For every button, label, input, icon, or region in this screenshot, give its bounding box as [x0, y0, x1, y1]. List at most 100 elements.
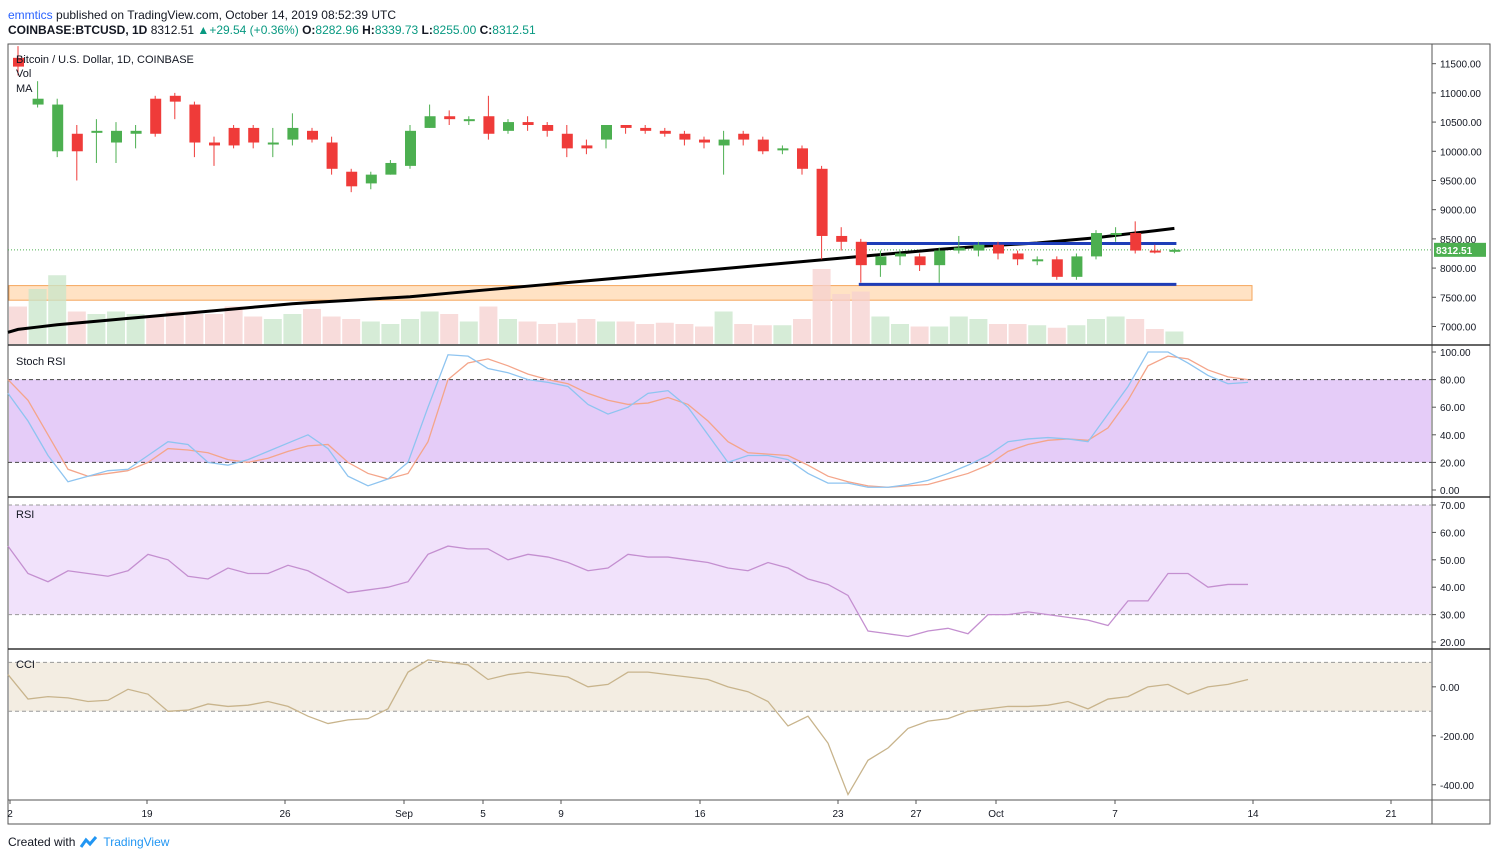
candle-body [1051, 259, 1063, 277]
x-tick-label: 7 [1112, 809, 1118, 820]
x-tick-label: Oct [988, 809, 1004, 820]
candle-body [934, 250, 946, 266]
low-label: L: [421, 23, 433, 37]
candle-body [13, 57, 24, 67]
candle-body [620, 125, 632, 128]
candle-body [365, 174, 377, 184]
candle-body [91, 130, 103, 133]
candle-body [326, 142, 338, 169]
volume-bar [185, 314, 204, 344]
price-tick-label: 8500.00 [1440, 235, 1477, 246]
x-tick-label: 2 [7, 809, 13, 820]
volume-bar [636, 324, 655, 344]
candle-body [189, 104, 201, 143]
close-label: C: [479, 23, 493, 37]
candle-body [836, 235, 848, 242]
symbol-info: COINBASE:BTCUSD, 1D 8312.51 ▲+29.54 (+0.… [8, 23, 536, 37]
indicator-tick-label: -200.00 [1440, 732, 1474, 743]
candle-body [405, 130, 416, 166]
volume-bar [930, 326, 949, 344]
x-tick-label: Sep [395, 809, 413, 820]
volume-bar [597, 321, 615, 344]
volume-bar [283, 314, 302, 344]
volume-bar [361, 321, 380, 344]
volume-bar [224, 306, 243, 344]
candle-body [71, 133, 83, 152]
volume-bar [949, 316, 968, 344]
rsi-pane[interactable]: 70.00 60.00 50.00 40.00 30.00 20.00 RSI [7, 501, 1465, 649]
volume-bar [459, 321, 478, 344]
candle-body [757, 139, 769, 152]
price-tick-label: 11000.00 [1440, 89, 1481, 100]
candle-body [738, 133, 750, 140]
candle-body [679, 133, 691, 140]
candle-body [130, 130, 142, 134]
candle-body [503, 122, 514, 131]
candle-body [640, 127, 652, 131]
volume-bar [675, 324, 694, 344]
created-with-text: Created with [8, 835, 76, 849]
volume-bar [969, 319, 988, 344]
indicator-tick-label: 60.00 [1440, 403, 1465, 414]
x-tick-label: 14 [1247, 809, 1259, 820]
last-price-tag [1434, 242, 1486, 257]
x-tick-label: 16 [694, 809, 706, 820]
volume-bar [851, 291, 870, 344]
volume-bar [695, 326, 713, 344]
indicator-tick-label: 80.00 [1440, 376, 1465, 387]
indicator-tick-label: 30.00 [1440, 611, 1465, 622]
candle-body [111, 130, 122, 143]
footer: Created with TradingView [8, 835, 169, 849]
candle-body [777, 148, 789, 151]
candle-body [228, 127, 240, 146]
candle-body [1032, 259, 1044, 262]
price-pane[interactable]: Bitcoin / U.S. Dollar, 1D, COINBASE Vol MA… [7, 46, 1486, 344]
candle-body [875, 256, 887, 266]
candle-body [1012, 253, 1024, 260]
x-tick-label: 9 [558, 809, 564, 820]
volume-bar [753, 325, 772, 344]
stoch-rsi-pane[interactable]: 100.00 80.00 60.00 40.00 20.00 0.00 Stoch RSI [7, 348, 1471, 497]
candle-body [1071, 256, 1083, 277]
cci-pane[interactable]: 0.00 -200.00 -400.00 CCI [7, 659, 1474, 797]
volume-bar [655, 322, 674, 344]
symbol-label: COINBASE:BTCUSD, 1D [8, 23, 148, 37]
ma-legend: MA [16, 83, 33, 95]
candle-body [953, 247, 965, 251]
candle-body [32, 98, 44, 105]
candle-body [797, 148, 808, 169]
close-value: 8312.51 [492, 23, 536, 37]
volume-bar [910, 326, 929, 344]
volume-bar [107, 311, 125, 344]
x-tick-label: 23 [832, 809, 844, 820]
x-axis: 2 19 26 Sep 5 9 16 23 27 Oct 7 14 21 [7, 799, 1490, 820]
volume-bar [205, 314, 223, 344]
indicator-title: Stoch RSI [16, 356, 66, 368]
high-label: H: [362, 23, 375, 37]
volume-bar [734, 324, 753, 344]
indicator-tick-label: 100.00 [1440, 348, 1471, 359]
indicator-tick-label: -400.00 [1440, 781, 1474, 792]
publish-info: emmtics published on TradingView.com, Oc… [8, 8, 396, 22]
volume-bar [989, 324, 1007, 344]
volume-bar [165, 311, 184, 344]
volume-bar [1008, 324, 1027, 344]
author-link[interactable]: emmtics [8, 8, 53, 22]
candle-body [444, 116, 456, 120]
price-tick-label: 7000.00 [1440, 322, 1477, 333]
volume-bar [401, 319, 419, 344]
last-price-tag-label: 8312.51 [1436, 246, 1473, 257]
volume-bar [1106, 316, 1125, 344]
x-tick-label: 26 [279, 809, 291, 820]
indicator-title: RSI [16, 509, 34, 521]
x-tick-label: 21 [1385, 809, 1397, 820]
candle-body [816, 168, 828, 236]
tradingview-brand-link[interactable]: TradingView [103, 835, 170, 849]
published-text: published on TradingView.com, October 14… [56, 8, 397, 22]
indicator-tick-label: 50.00 [1440, 556, 1465, 567]
volume-bar [126, 314, 145, 344]
candle-body [993, 244, 1004, 254]
volume-bar [322, 316, 341, 344]
candle-body [483, 116, 495, 134]
